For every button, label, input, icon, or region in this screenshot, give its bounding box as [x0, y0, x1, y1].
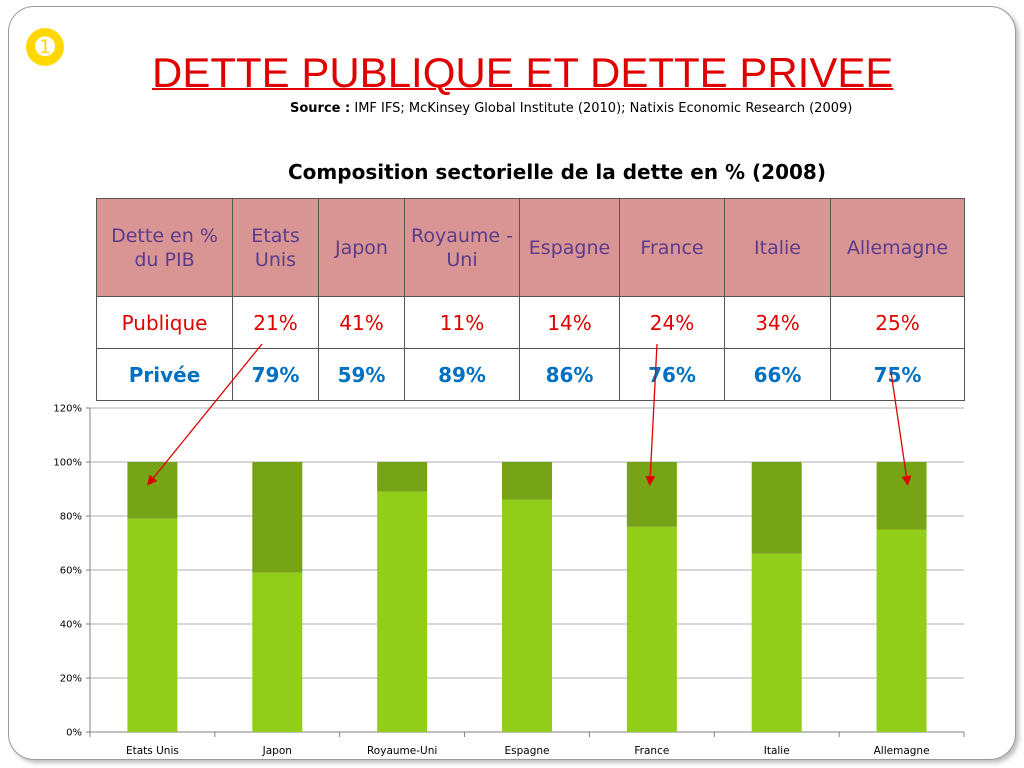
bar-publique	[751, 462, 802, 554]
bar-privee	[502, 499, 552, 732]
table-header-cell: Italie	[724, 198, 831, 297]
table-header-cell: Allemagne	[830, 198, 965, 297]
table-row-publique: Publique 21% 41% 11% 14% 24% 34% 25%	[96, 296, 965, 349]
x-category-label: Etats Unis	[126, 745, 179, 757]
table-header-row: Dette en % du PIB Etats Unis Japon Royau…	[96, 198, 965, 297]
x-category-label: Royaume-Uni	[367, 745, 437, 757]
bar-privee	[252, 572, 303, 732]
table-header-cell: Etats Unis	[232, 198, 319, 297]
bar-publique	[626, 462, 677, 527]
table-header-cell: France	[619, 198, 725, 297]
x-category-label: France	[634, 745, 669, 757]
x-category-label: Italie	[764, 745, 790, 757]
table-cell: 79%	[232, 348, 319, 401]
source-line: Source : IMF IFS; McKinsey Global Instit…	[290, 101, 852, 116]
bar-privee	[127, 518, 178, 732]
table-cell: 89%	[404, 348, 520, 401]
table-cell: 34%	[724, 296, 831, 349]
table-header-cell: Royaume -Uni	[404, 198, 520, 297]
annotation-arrow	[890, 371, 912, 486]
table-cell: 75%	[830, 348, 965, 401]
table-header-cell: Espagne	[519, 198, 620, 297]
x-category-label: Allemagne	[874, 745, 930, 757]
slide-number-badge: ➊	[26, 28, 64, 66]
bar-publique	[377, 462, 428, 492]
table-cell: 11%	[404, 296, 520, 349]
bar-publique	[502, 462, 552, 500]
bar-publique	[876, 462, 927, 530]
table-cell: 14%	[519, 296, 620, 349]
table-cell: 66%	[724, 348, 831, 401]
bar-publique	[252, 462, 303, 573]
y-tick-label: 100%	[53, 458, 82, 469]
bar-privee	[626, 526, 677, 732]
source-text: IMF IFS; McKinsey Global Institute (2010…	[354, 101, 853, 116]
y-tick-label: 0%	[66, 728, 82, 739]
y-tick-label: 60%	[60, 566, 82, 577]
source-label: Source :	[290, 101, 351, 116]
x-category-label: Japon	[262, 745, 292, 757]
table-cell: 25%	[830, 296, 965, 349]
table-header-label: Dette en % du PIB	[96, 198, 233, 297]
row-label-privee: Privée	[96, 348, 233, 401]
slide-title: DETTE PUBLIQUE ET DETTE PRIVEE	[152, 49, 894, 96]
y-tick-label: 20%	[60, 674, 82, 685]
annotation-arrow	[645, 343, 658, 486]
bar-privee	[751, 553, 802, 732]
annotation-arrow	[147, 343, 263, 486]
table-cell: 86%	[519, 348, 620, 401]
bar-privee	[377, 491, 428, 732]
table-header-cell: Japon	[318, 198, 405, 297]
bar-publique	[127, 462, 178, 519]
row-label-publique: Publique	[96, 296, 233, 349]
y-tick-label: 40%	[60, 620, 82, 631]
debt-table: Dette en % du PIB Etats Unis Japon Royau…	[96, 198, 965, 401]
y-tick-label: 120%	[53, 404, 82, 415]
table-title: Composition sectorielle de la dette en %…	[288, 160, 826, 184]
y-tick-label: 80%	[60, 512, 82, 523]
x-category-label: Espagne	[505, 745, 550, 757]
table-row-privee: Privée 79% 59% 89% 86% 76% 66% 75%	[96, 348, 965, 401]
bar-privee	[876, 529, 927, 732]
